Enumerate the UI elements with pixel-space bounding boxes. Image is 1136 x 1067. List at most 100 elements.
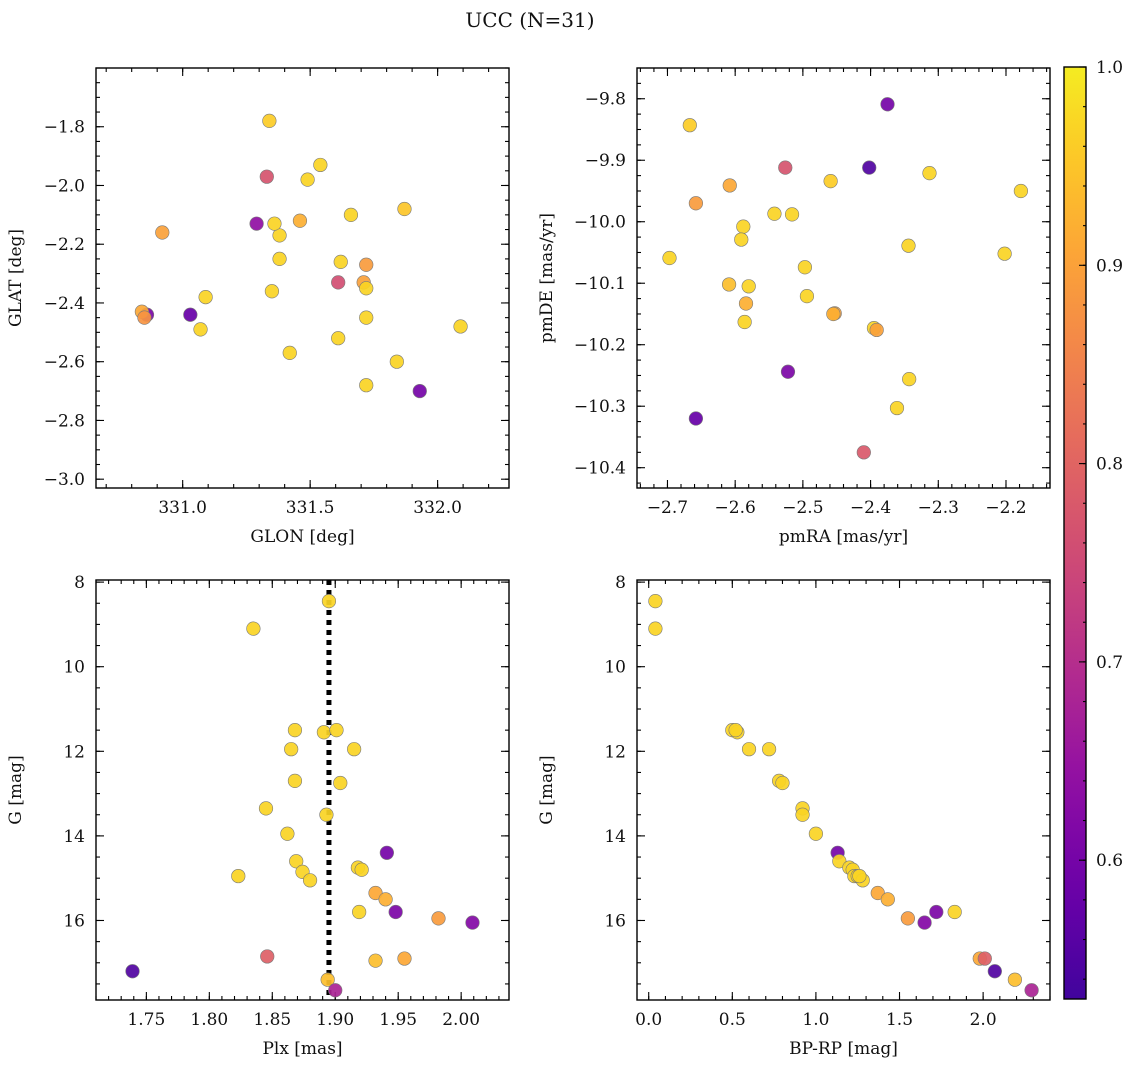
scatter-point [289,854,304,869]
colorbar-tick-label: 0.8 [1096,455,1123,475]
scatter-point [795,807,810,822]
scatter-point [359,310,374,325]
scatter-point [316,725,332,740]
scatter-point [397,951,412,966]
glon-glat-panel: 331.0 331.5 332.0 −3.0 −2.8 −2.6 −2.4 −2.2 −2.0 −… [6,67,510,547]
y-tick-label: −10.0 [574,213,626,233]
x-axis-label: Plx [mas] [262,1039,342,1059]
axes-frame [95,67,510,489]
x-tick-label: −2.4 [850,498,891,518]
scatter-point [137,310,152,325]
scatter-point [282,345,297,360]
scatter-point [347,742,362,757]
x-tick-label: 2.00 [442,1010,480,1030]
scatter-point [125,964,140,979]
scatter-point [775,775,790,791]
scatter-point [736,219,751,234]
x-axis-label: pmRA [mas/yr] [779,527,908,547]
scatter-point [947,904,962,920]
scatter-point [722,178,737,193]
scatter-point [343,207,359,222]
colorbar-tick-label: 0.9 [1096,256,1123,276]
scatter-point [412,383,427,399]
scatter-point [721,277,737,292]
scatter-point [354,862,369,877]
scatter-point [761,742,777,757]
scatter-points [125,594,480,998]
scatter-point [198,289,213,305]
scatter-point [728,723,743,738]
scatter-point [183,307,198,322]
scatter-point [389,354,404,369]
y-tick-label: −2.4 [44,294,85,314]
y-tick-label: −2.2 [44,235,85,255]
scatter-point [929,904,944,920]
bprp-g-panel: 0.0 0.5 1.0 1.5 2.0 8 10 12 14 16 BP-RP [mag] G [ma… [537,573,1051,1059]
x-tick-label: 0.0 [635,1010,662,1030]
scatter-point [799,289,815,304]
scatter-point [280,826,295,841]
scatter-point [997,246,1012,261]
scatter-point [352,904,367,920]
scatter-point [1013,183,1028,199]
scatter-point [648,594,663,609]
scatter-point [359,281,374,296]
scatter-points [662,97,1028,460]
scatter-point [662,250,677,266]
scatter-point [331,331,346,346]
scatter-point [862,160,877,175]
scatter-point [155,225,170,240]
scatter-point [977,951,992,966]
scatter-point [292,213,308,228]
y-tick-label: −9.9 [585,151,626,171]
y-tick-label: −3.0 [44,470,85,490]
scatter-point [889,400,905,416]
scatter-point [193,322,208,337]
y-tick-label: 16 [63,911,85,931]
scatter-point [856,445,871,460]
scatter-panels: 331.0 331.5 332.0 −3.0 −2.8 −2.6 −2.4 −2.2 −2.0 −… [6,67,1051,1059]
scatter-point [741,279,756,294]
colorbar: 0.6 0.7 0.8 0.9 1.0 [1063,58,1123,1000]
x-tick-label: −2.6 [715,498,756,518]
scatter-point [267,216,282,231]
x-tick-label: 1.0 [802,1010,829,1030]
scatter-point [300,172,315,187]
scatter-point [431,911,446,926]
figure-title: UCC (N=31) [465,8,594,32]
x-tick-label: 1.75 [127,1010,165,1030]
axes-frame [636,579,1051,1001]
scatter-point [272,251,287,267]
y-tick-label: 14 [63,827,85,847]
x-tick-label: −2.2 [985,498,1026,518]
scatter-point [987,964,1002,979]
scatter-point [902,372,917,387]
scatter-point [287,723,303,738]
scatter-point [648,621,663,636]
y-tick-label: −10.1 [574,274,626,294]
scatter-point [284,742,299,757]
scatter-point [778,160,793,175]
pmra-pmde-panel: −2.7 −2.6 −2.5 −2.4 −2.3 −2.2 −10.4 −10.3 −10.2 −… [537,67,1051,547]
scatter-point [319,807,334,822]
scatter-point [378,892,393,907]
y-tick-label: −1.8 [44,118,85,138]
scatter-point [682,118,697,133]
scatter-point [767,206,782,221]
y-tick-label: 8 [74,573,85,593]
x-tick-label: −2.7 [647,498,688,518]
scatter-point [231,868,246,884]
y-tick-label: 10 [604,658,626,678]
scatter-point [264,284,280,299]
scatter-point [922,166,937,181]
scatter-point [329,723,344,738]
scatter-point [741,742,757,757]
scatter-point [823,174,838,189]
colorbar-tick-label: 0.7 [1096,653,1123,673]
scatter-point [259,169,274,184]
x-tick-label: 331.0 [158,498,207,518]
plx-g-panel: 1.75 1.80 1.85 1.90 1.95 2.00 8 10 12 14 16 Plx [ma… [6,573,510,1059]
scatter-points [134,113,468,399]
scatter-point [388,904,403,920]
scatter-point [320,972,335,987]
